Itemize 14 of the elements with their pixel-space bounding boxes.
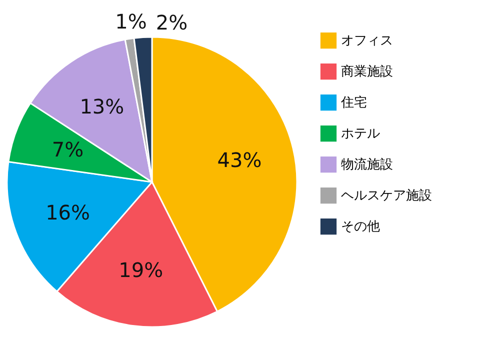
legend-label: 住宅 <box>340 94 367 110</box>
data-label: 7% <box>52 138 84 162</box>
legend-label: オフィス <box>341 34 393 48</box>
legend-label: ヘルスケア施設 <box>341 188 432 204</box>
data-label: 16% <box>46 200 90 224</box>
legend-label: その他 <box>341 220 380 234</box>
legend-label: ホテル <box>341 126 380 142</box>
data-label: 43% <box>217 148 262 172</box>
data-label: 2% <box>156 10 188 35</box>
data-label: 13% <box>80 94 124 118</box>
data-label: 1% <box>115 10 147 34</box>
legend-label: 商業施設 <box>341 64 393 80</box>
legend-label: 物流施設 <box>341 156 393 172</box>
data-label: 19% <box>118 258 164 282</box>
